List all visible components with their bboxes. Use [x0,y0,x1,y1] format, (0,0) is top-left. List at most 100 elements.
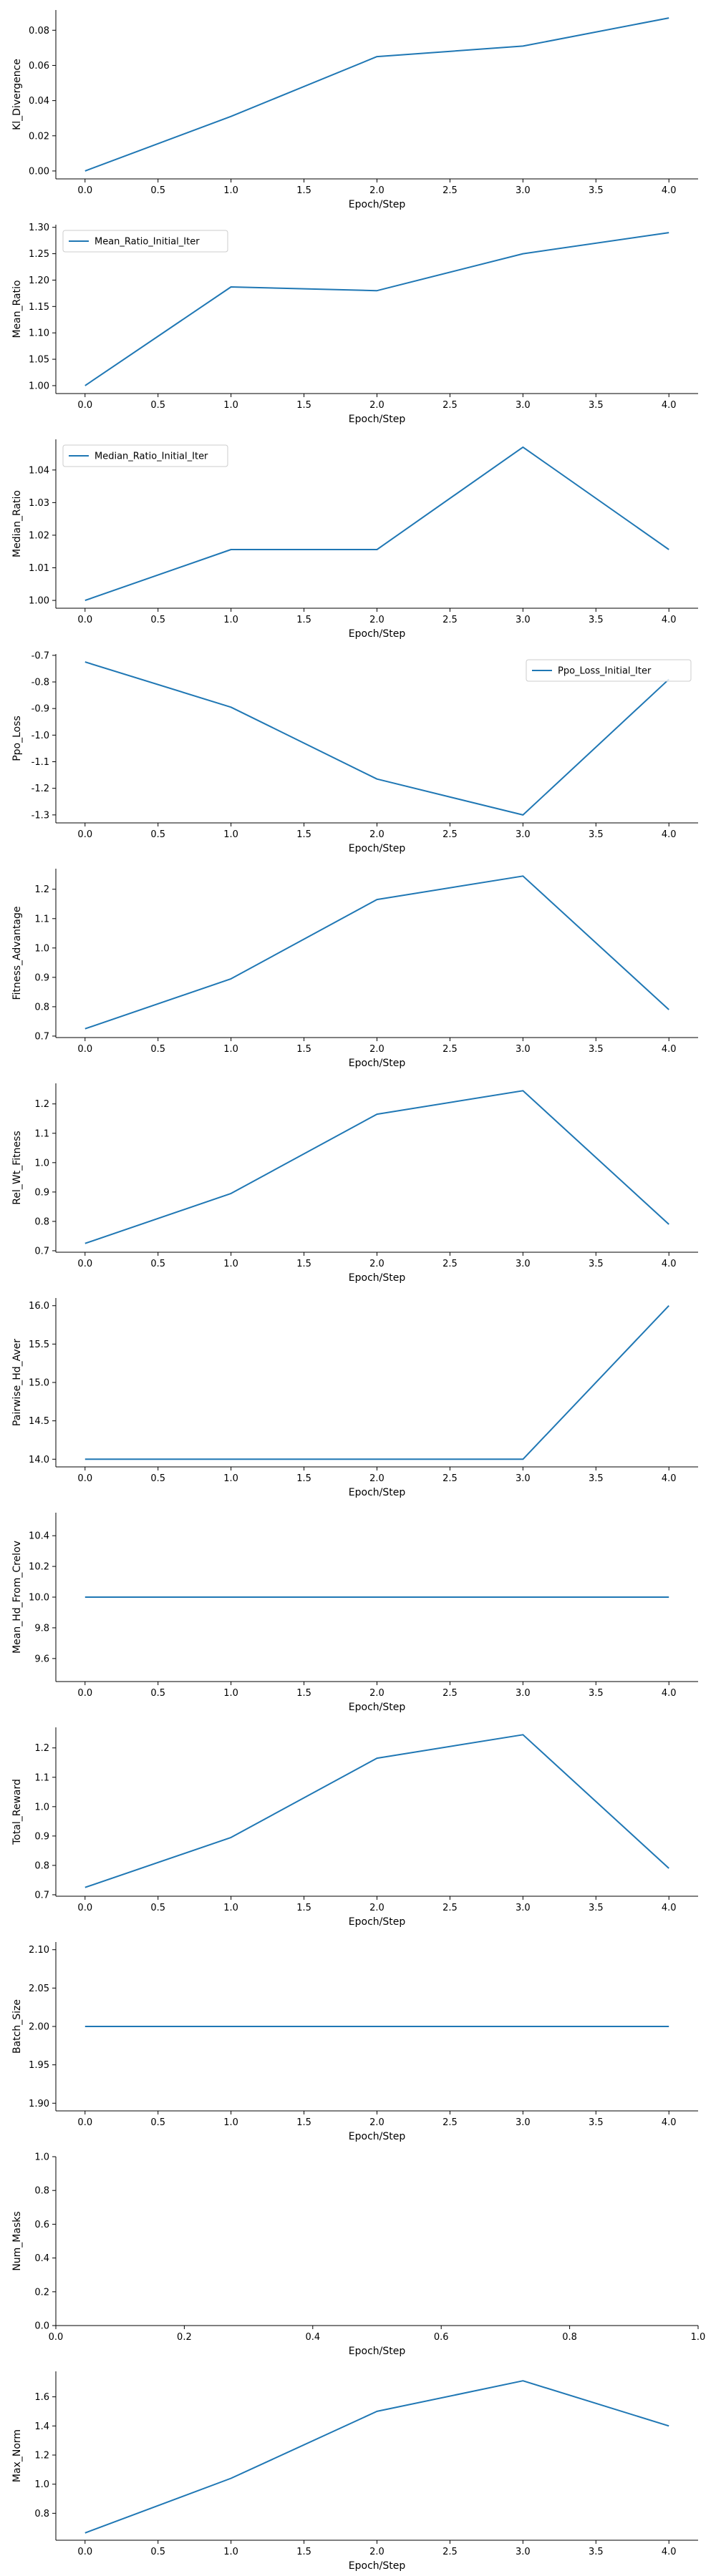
y-tick-label: 1.95 [29,2060,49,2071]
x-tick-label: 2.0 [369,1688,384,1699]
x-axis-label: Epoch/Step [349,414,406,425]
x-tick-label: 1.5 [296,1044,311,1055]
x-tick-label: 0.2 [177,2332,192,2343]
x-axis-label: Epoch/Step [349,1487,406,1498]
y-tick-label: 16.0 [29,1301,49,1312]
x-tick-label: 0.0 [77,2117,92,2128]
y-tick-label: -1.3 [32,810,49,821]
y-tick-label: 1.02 [29,530,49,541]
x-tick-label: 1.5 [296,1259,311,1269]
x-tick-label: 3.5 [589,2117,604,2128]
y-axis-label: Kl_Divergence [11,59,23,130]
y-tick-label: 1.03 [29,498,49,509]
y-tick-label: 0.06 [29,61,49,72]
x-tick-label: 2.0 [369,1473,384,1484]
y-tick-label: 1.00 [29,381,49,391]
x-tick-label: 4.0 [662,1473,677,1484]
x-tick-label: 1.0 [223,2117,238,2128]
y-tick-label: 14.0 [29,1455,49,1465]
y-tick-label: 1.00 [29,596,49,607]
x-tick-label: 0.5 [150,1044,165,1055]
x-axis-label: Epoch/Step [349,1916,406,1928]
subplot-mean-ratio: 0.0 0.5 1.0 1.5 2.0 2.5 3.0 3.5 4.0 1.00 1.05 1.10 1… [11,223,698,425]
x-tick-label: 1.0 [223,1044,238,1055]
x-tick-label: 3.0 [516,2547,531,2557]
x-axis-label: Epoch/Step [349,2131,406,2142]
y-tick-label: 1.1 [34,914,49,924]
series-line [84,17,669,172]
x-tick-label: 1.0 [223,1688,238,1699]
legend: Mean_Ratio_Initial_Iter [62,230,228,253]
y-tick-label: 0.8 [34,2186,49,2197]
y-axis-label: Median_Ratio [11,490,23,557]
x-tick-label: 2.0 [369,1044,384,1055]
y-tick-label: 0.8 [34,2509,49,2519]
x-tick-label: 2.5 [442,829,458,840]
x-tick-label: 4.0 [662,2117,677,2128]
y-tick-label: 10.2 [29,1562,49,1573]
x-tick-label: 1.5 [296,2117,311,2128]
y-tick-label: 1.4 [34,2421,49,2432]
x-tick-label: 1.0 [223,2547,238,2557]
x-tick-label: 0.5 [150,2547,165,2557]
x-tick-label: 1.5 [296,1903,311,1913]
series-line [84,1734,669,1888]
y-tick-label: 1.10 [29,328,49,339]
y-axis-label: Max_Norm [11,2429,23,2482]
y-axis-label: Ppo_Loss [11,716,23,761]
y-tick-label: 1.2 [34,1099,49,1110]
x-tick-label: 1.0 [691,2332,706,2343]
x-tick-label: 0.5 [150,2117,165,2128]
x-tick-label: 0.0 [77,1473,92,1484]
x-axis-label: Epoch/Step [349,1272,406,1284]
y-tick-label: 1.15 [29,302,49,313]
y-tick-label: 0.8 [34,1216,49,1227]
y-tick-label: 1.1 [34,1772,49,1783]
x-tick-label: 4.0 [662,400,677,411]
x-axis-label: Epoch/Step [349,843,406,854]
x-tick-label: 1.5 [296,615,311,625]
y-tick-label: 1.20 [29,275,49,286]
x-tick-label: 0.0 [77,400,92,411]
x-tick-label: 3.0 [516,2117,531,2128]
x-tick-label: 1.5 [296,829,311,840]
x-tick-label: 3.5 [589,400,604,411]
x-tick-label: 2.0 [369,1259,384,1269]
legend-label: Median_Ratio_Initial_Iter [95,452,208,462]
x-tick-label: 3.5 [589,829,604,840]
x-tick-label: 0.0 [77,829,92,840]
x-tick-label: 1.0 [223,185,238,196]
x-tick-label: 0.0 [77,1044,92,1055]
x-tick-label: 1.5 [296,400,311,411]
x-tick-label: 3.0 [516,829,531,840]
x-tick-label: 0.5 [150,1688,165,1699]
y-tick-label: 0.8 [34,1002,49,1013]
x-axis-label: Epoch/Step [349,1702,406,1713]
x-tick-label: 1.0 [223,1473,238,1484]
y-tick-label: 1.6 [34,2392,49,2403]
x-tick-label: 0.6 [434,2332,449,2343]
y-tick-label: 0.04 [29,96,49,107]
y-tick-label: 0.7 [34,1246,49,1257]
legend: Median_Ratio_Initial_Iter [62,444,228,467]
x-tick-label: 2.5 [442,1688,458,1699]
x-tick-label: 3.5 [589,615,604,625]
y-tick-label: 0.8 [34,1860,49,1871]
subplot-kl-divergence: 0.0 0.5 1.0 1.5 2.0 2.5 3.0 3.5 4.0 0.00 0.02 0.04 0… [11,10,698,210]
y-tick-label: -1.2 [32,784,49,794]
x-tick-label: 2.5 [442,1044,458,1055]
y-tick-label: -0.9 [32,704,49,715]
y-tick-label: 15.0 [29,1378,49,1389]
y-tick-label: 1.05 [29,355,49,366]
y-tick-label: 0.0 [34,2321,49,2332]
x-tick-label: 3.0 [516,615,531,625]
x-tick-label: 0.0 [77,2547,92,2557]
x-tick-label: 1.0 [223,1259,238,1269]
x-tick-label: 4.0 [662,615,677,625]
series-line [84,1305,669,1460]
x-tick-label: 4.0 [662,185,677,196]
x-tick-label: 0.5 [150,1903,165,1913]
x-tick-label: 3.5 [589,1473,604,1484]
subplot-pairwise-hd-aver: 0.0 0.5 1.0 1.5 2.0 2.5 3.0 3.5 4.0 14.0 14.5 15.0 1… [11,1298,698,1498]
